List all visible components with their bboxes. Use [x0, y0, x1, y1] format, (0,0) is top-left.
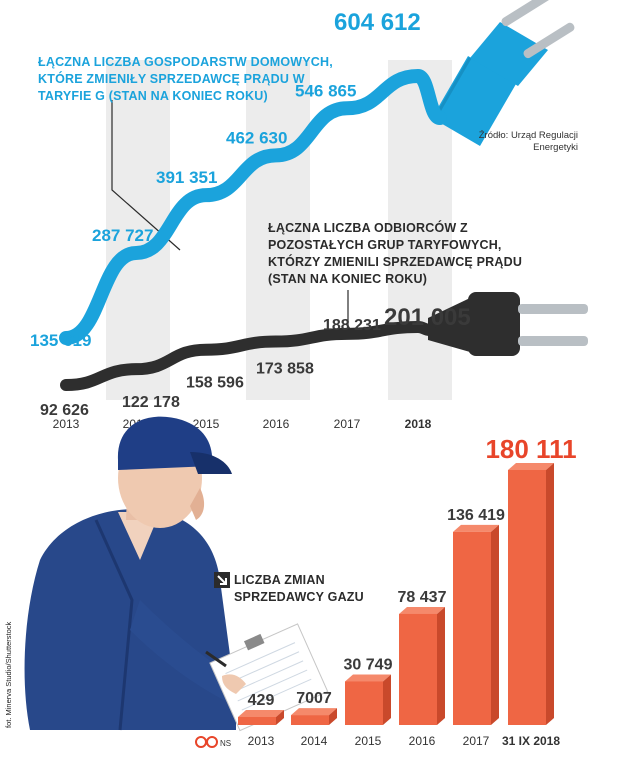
electricity-chart: 135 619 287 727 391 351 462 630 546 865 604 6… — [30, 0, 588, 431]
households-series-line — [59, 68, 447, 345]
bar — [238, 717, 276, 725]
gas-bars — [238, 463, 554, 725]
bar-top — [453, 524, 499, 532]
year-label: 2017 — [334, 417, 361, 431]
bar-category-label: 2015 — [355, 734, 382, 748]
households-value-label: 287 727 — [92, 226, 153, 245]
households-series-label: Łączna liczba gospodarstw domowych, któr… — [38, 55, 333, 103]
bar-side — [383, 674, 391, 725]
households-value-label: 391 351 — [156, 168, 217, 187]
bar-top — [291, 708, 337, 716]
arrow-down-right-icon — [214, 572, 230, 588]
bar — [291, 715, 329, 725]
households-value-label: 135 619 — [30, 331, 91, 350]
bar-side — [546, 463, 554, 725]
bar-top — [508, 463, 554, 470]
year-label: 2013 — [53, 417, 80, 431]
bar-category-label: 2013 — [248, 734, 275, 748]
publisher-logo: NS — [195, 736, 231, 748]
photo-credit: fot. Minerva Studio/Shutterstock — [4, 621, 13, 728]
year-label: 2015 — [193, 417, 220, 431]
logo-text: NS — [220, 739, 231, 748]
bar-value-label: 429 — [248, 692, 275, 709]
other-customers-series-line — [60, 320, 436, 391]
other-customers-value-label: 92 626 — [40, 402, 89, 419]
bar — [453, 531, 491, 725]
black-plug-icon — [428, 292, 588, 356]
gas-chart-label: Liczba zmian sprzedawcy gazu — [234, 573, 364, 604]
bar-category-labels: 2013 2014 2015 2016 2017 31 IX 2018 — [248, 734, 561, 748]
households-value-label: 546 865 — [295, 81, 356, 100]
bar-value-labels: 429 7007 30 749 78 437 136 419 180 111 — [248, 434, 577, 709]
year-bands — [106, 60, 452, 400]
bar-category-label: 2016 — [409, 734, 436, 748]
year-labels: 201320142015201620172018 — [53, 417, 432, 431]
households-value-label: 462 630 — [226, 128, 287, 147]
households-value-label: 604 612 — [334, 9, 421, 36]
bar-category-label: 2017 — [463, 734, 490, 748]
bar-top — [399, 606, 445, 614]
bar-top — [238, 710, 284, 717]
other-customers-value-label: 201 005 — [384, 304, 471, 331]
other-customers-value-label: 188 231 — [323, 317, 381, 334]
bar-value-label: 30 749 — [344, 656, 393, 673]
bar-side — [276, 710, 284, 725]
bar — [508, 470, 546, 725]
value-labels: 135 619 287 727 391 351 462 630 546 865 604 6… — [30, 9, 471, 419]
bar-side — [491, 524, 499, 725]
bar-side — [329, 708, 337, 725]
worker-illustration — [24, 416, 329, 732]
photo-credit-text: fot. Minerva Studio/Shutterstock — [4, 621, 13, 728]
bar — [399, 613, 437, 725]
highlight-value-label: 180 111 — [485, 434, 576, 464]
bar-value-label: 7007 — [296, 690, 332, 707]
other-customers-value-label: 158 596 — [186, 375, 244, 392]
other-customers-series-label: Łączna liczba odbiorców z pozostałych gr… — [268, 221, 523, 286]
bar-category-label: 31 IX 2018 — [502, 734, 560, 748]
bar-category-label: 2014 — [301, 734, 328, 748]
year-label: 2018 — [405, 417, 432, 431]
blue-plug-icon — [432, 0, 575, 146]
other-customers-value-label: 122 178 — [122, 394, 180, 411]
bar-top — [345, 674, 391, 682]
source-note: Źródło: Urząd Regulacji Energetyki — [478, 130, 578, 153]
bar-side — [437, 606, 445, 725]
bar — [345, 681, 383, 725]
bar-value-label: 136 419 — [447, 507, 505, 524]
households-leader-line — [111, 100, 181, 251]
bar-value-label: 78 437 — [398, 589, 447, 606]
year-label: 2016 — [263, 417, 290, 431]
other-customers-value-label: 173 858 — [256, 361, 314, 378]
